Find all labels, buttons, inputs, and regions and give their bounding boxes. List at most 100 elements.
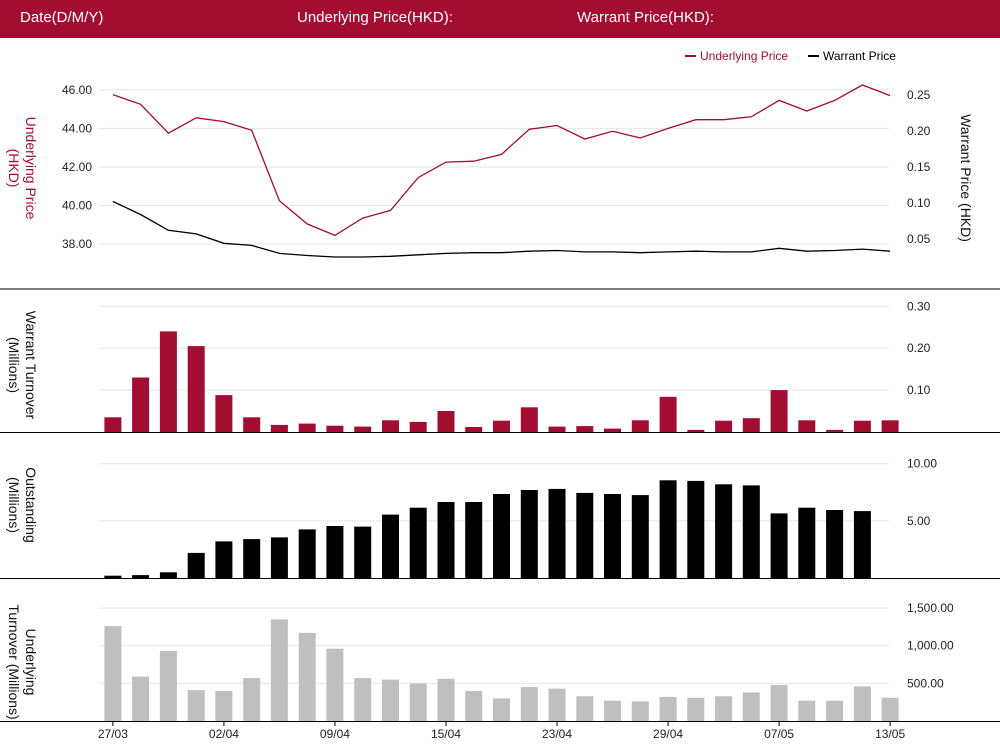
- underlying-turnover-bar: [243, 678, 261, 721]
- outstanding-bar: [520, 490, 538, 578]
- warrant-turnover-bar: [520, 407, 538, 432]
- warrant-turnover-bar: [187, 346, 205, 432]
- right-tick-label: 0.20: [907, 341, 931, 355]
- warrant-chart: 46.00 44.00 42.00 40.00 38.00 0.25 0.20 0.15 0.1…: [0, 49, 1000, 741]
- outstanding-bar: [604, 494, 621, 578]
- underlying-turnover-bar: [687, 697, 705, 721]
- underlying-price-label: Underlying Price(HKD):: [297, 9, 453, 26]
- x-tick-label: 09/04: [320, 727, 350, 741]
- outstanding-bar: [215, 541, 233, 578]
- outstanding-bar: [132, 575, 150, 578]
- warrant-turnover-bar: [437, 411, 455, 432]
- warrant-turnover-bar: [270, 424, 288, 432]
- outstanding-bar: [576, 492, 594, 578]
- right-tick-label: 5.00: [907, 514, 931, 528]
- left-tick-label: 40.00: [62, 199, 92, 213]
- underlying-turnover-bar: [659, 696, 677, 721]
- outstanding-bar: [826, 510, 844, 578]
- x-tick-label: 13/05: [875, 727, 905, 741]
- warrant-price-label: Warrant Price(HKD):: [577, 9, 714, 26]
- warrant-turnover-bar: [826, 429, 844, 432]
- legend-warrant-label: Warrant Price: [823, 49, 896, 63]
- warrant-turnover-bar: [548, 426, 566, 432]
- underlying-turnover-bar: [881, 697, 899, 721]
- warrant-turnover-bar: [326, 425, 344, 432]
- underlying-turnover-bar: [409, 683, 427, 721]
- outstanding-bar: [493, 494, 510, 578]
- warrant-turnover-bar: [798, 420, 816, 432]
- underlying-turnover-bar: [465, 690, 483, 721]
- outstanding-bar: [409, 507, 427, 578]
- warrant-turnover-bar: [770, 390, 788, 432]
- warrant-turnover-bar: [659, 396, 677, 432]
- right-tick-label: 0.10: [907, 196, 931, 210]
- outstanding-bar: [742, 485, 760, 578]
- outstanding-bar: [659, 480, 677, 578]
- outstanding-bar: [465, 502, 483, 578]
- warrant-turnover-bar: [493, 420, 510, 432]
- underlying-turnover-bar: [853, 686, 871, 721]
- outstanding-bar: [243, 539, 261, 578]
- right-tick-label: 0.25: [907, 88, 931, 102]
- underlying-turnover-bar: [826, 700, 844, 721]
- outstanding-bar: [687, 480, 705, 578]
- underlying-turnover-bar: [798, 700, 816, 721]
- warrant-turnover-bar: [382, 420, 399, 432]
- underlying-turnover-bar: [270, 619, 288, 721]
- warrant-turnover-bar: [881, 420, 899, 432]
- right-tick-label: 500.00: [907, 676, 944, 690]
- warrant-turnover-bar: [576, 426, 594, 432]
- warrant-turnover-bar: [465, 427, 483, 432]
- underlying-turnover-bar: [631, 701, 649, 721]
- underlying-turnover-bar: [576, 696, 594, 721]
- outstanding-bar: [270, 537, 288, 578]
- right-tick-label: 1,500.00: [907, 601, 954, 615]
- left-tick-label: 46.00: [62, 83, 92, 97]
- right-axis-title: Warrant Price (HKD): [958, 114, 974, 242]
- outstanding-bar: [104, 575, 122, 578]
- underlying-turnover-bar: [326, 648, 344, 721]
- warrant-turnover-bar: [687, 429, 705, 432]
- warrant-turnover-bar: [853, 420, 871, 432]
- warrant-turnover-bar: [104, 417, 122, 432]
- warrant-turnover-bar: [631, 420, 649, 432]
- x-tick-label: 15/04: [431, 727, 461, 741]
- right-tick-label: 0.15: [907, 160, 931, 174]
- right-tick-label: 0.10: [907, 383, 931, 397]
- right-tick-label: 0.30: [907, 299, 931, 313]
- left-tick-label: 38.00: [62, 237, 92, 251]
- warrant-turnover-bar: [742, 418, 760, 432]
- underlying-price-line: [112, 84, 891, 237]
- warrant-turnover-bar: [715, 420, 733, 432]
- underlying-turnover-bar: [215, 690, 233, 721]
- outstanding-bar: [798, 507, 816, 578]
- x-tick-label: 27/03: [98, 727, 128, 741]
- warrant-turnover-bar: [604, 428, 621, 432]
- underlying-turnover-bar: [104, 626, 122, 721]
- underlying-turnover-bar: [493, 698, 510, 721]
- underlying-turnover-bar: [187, 690, 205, 721]
- left-tick-label: 44.00: [62, 121, 92, 135]
- right-tick-label: 1,000.00: [907, 639, 954, 653]
- outstanding-bar: [354, 526, 372, 578]
- x-tick-label: 29/04: [653, 727, 683, 741]
- outstanding-bar: [382, 514, 399, 578]
- right-tick-label: 10.00: [907, 457, 937, 471]
- underlying-turnover-bar: [132, 676, 150, 721]
- outstanding-bar: [631, 495, 649, 578]
- panel-axis-title: Warrant Turnover(Millions): [6, 311, 39, 420]
- outstanding-bar: [437, 502, 455, 578]
- warrant-turnover-bar: [159, 331, 177, 432]
- left-tick-label: 42.00: [62, 160, 92, 174]
- x-tick-label: 07/05: [764, 727, 794, 741]
- underlying-turnover-bar: [437, 678, 455, 721]
- warrant-turnover-bar: [298, 423, 316, 432]
- underlying-turnover-bar: [715, 696, 733, 721]
- underlying-turnover-bar: [770, 684, 788, 721]
- underlying-turnover-bar: [298, 632, 316, 721]
- legend-underlying-label: Underlying Price: [700, 49, 788, 63]
- outstanding-bar: [326, 526, 344, 578]
- outstanding-bar: [715, 484, 733, 578]
- outstanding-bar: [159, 572, 177, 578]
- warrant-turnover-bar: [243, 417, 261, 432]
